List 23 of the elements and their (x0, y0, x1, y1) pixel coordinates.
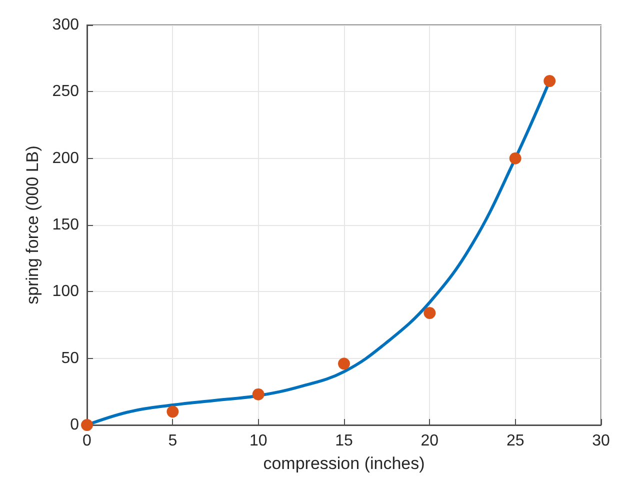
x-tick-label: 5 (168, 432, 178, 450)
y-tick-label: 250 (52, 83, 80, 100)
point (81, 419, 93, 431)
point (338, 358, 350, 370)
x-tick-label: 10 (249, 432, 268, 450)
point (252, 388, 264, 400)
x-tick-label: 15 (335, 432, 353, 450)
y-tick-label: 150 (52, 216, 80, 234)
point (424, 307, 436, 319)
y-axis-title: spring force (000 LB) (23, 146, 42, 304)
point (509, 152, 522, 164)
x-tick-label: 25 (506, 432, 524, 450)
point (544, 75, 556, 87)
y-tick-label: 100 (52, 283, 80, 300)
y-tick-label: 0 (70, 416, 80, 434)
y-tick-label: 200 (52, 150, 80, 167)
x-axis-title: compression (inches) (263, 454, 425, 473)
x-tick-label: 30 (592, 432, 610, 450)
x-tick-label: 20 (420, 432, 439, 450)
point (166, 406, 179, 418)
x-tick-label: 0 (82, 432, 92, 450)
y-tick-label: 300 (52, 16, 80, 34)
y-tick-label: 50 (61, 350, 80, 367)
